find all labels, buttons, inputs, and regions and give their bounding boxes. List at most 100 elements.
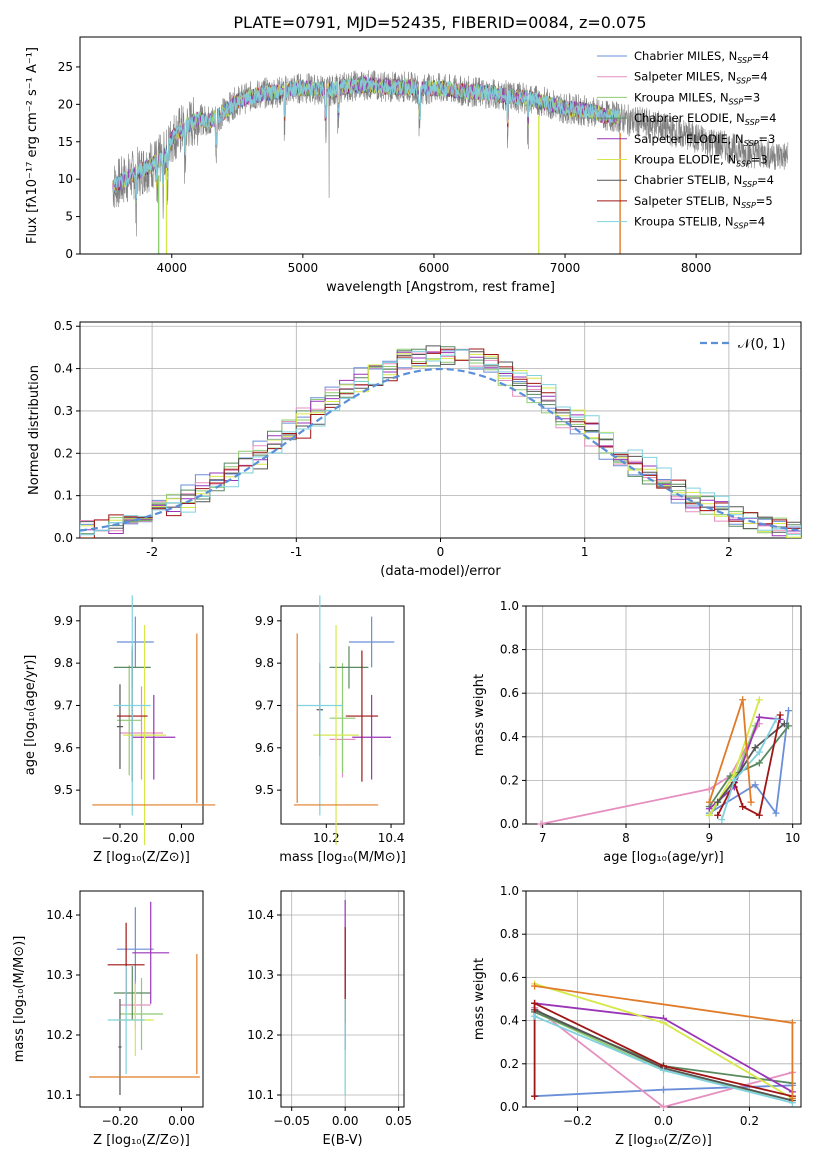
error-bar-point <box>132 694 176 780</box>
error-bar-point <box>329 663 356 774</box>
error-bar-point <box>107 966 145 1074</box>
y-tick-label: 9.6 <box>255 741 274 755</box>
y-tick-label: 9.8 <box>255 656 274 670</box>
weight-marker <box>660 1086 667 1094</box>
legend-sub: SSP <box>744 139 759 148</box>
y-tick-label: 0.4 <box>500 730 519 744</box>
x-tick-label: -2 <box>146 545 158 559</box>
legend-sub: SSP <box>742 180 757 189</box>
weight-marker <box>531 982 539 990</box>
x-tick-label: 7 <box>539 831 547 845</box>
x-tick-label: 0.0 <box>654 1114 673 1128</box>
y-axis-label: age [log₁₀(age/yr)] <box>23 655 38 776</box>
weight-marker <box>531 1012 539 1020</box>
weight-marker <box>772 715 780 723</box>
x-tick-label: 8000 <box>681 261 712 275</box>
legend-sub: SSP <box>729 97 744 106</box>
legend-label: Chabrier MILES, N <box>634 49 737 63</box>
y-tick-label: 10.2 <box>46 1028 73 1042</box>
x-tick-label: 10 <box>785 831 800 845</box>
axes-frame <box>79 890 204 1108</box>
y-tick-label: 0.8 <box>500 927 519 941</box>
legend-label: Salpeter MILES, N <box>634 70 736 84</box>
x-tick-label: −0.20 <box>102 831 139 845</box>
residual-histogram-panel: -2 -1 0 1 2 0.0 0.1 0.2 0.3 0.4 0.5 (data-model)/er… <box>27 319 802 579</box>
x-axis-label: age [log₁₀(age/yr)] <box>603 850 724 865</box>
legend-suffix: =4 <box>760 111 777 125</box>
x-tick-label: 5000 <box>288 261 319 275</box>
error-bar-point <box>119 978 164 1050</box>
weight-marker <box>537 820 545 828</box>
x-tick-label: −0.20 <box>102 1114 139 1128</box>
x-axis-label: wavelength [Angstrom, rest frame] <box>326 280 555 295</box>
weight-vs-z-panel: −0.2 0.0 0.2 0.0 0.2 0.4 0.6 0.8 1.0 Z [log₁₀(Z/Z… <box>472 884 802 1148</box>
y-tick-label: 0.2 <box>54 446 73 460</box>
legend-entry: Chabrier STELIB, NSSP=4 <box>634 173 774 189</box>
y-tick-label: 0.4 <box>54 362 73 376</box>
y-tick-label: 0.1 <box>54 489 73 503</box>
y-tick-label: 9.6 <box>54 741 73 755</box>
histogram-series <box>80 349 801 536</box>
x-tick-label: 9 <box>706 831 714 845</box>
x-axis-label: Z [log₁₀(Z/Z⊙)] <box>93 1133 190 1148</box>
legend-sub: SSP <box>736 160 751 169</box>
legend-entry: Kroupa MILES, NSSP=3 <box>634 90 760 106</box>
legend-suffix: =4 <box>752 49 769 63</box>
legend-entry: Kroupa ELODIE, NSSP=3 <box>634 153 768 169</box>
weight-line <box>716 723 785 803</box>
weight-marker <box>660 1019 667 1027</box>
y-tick-label: 0.3 <box>54 404 73 418</box>
y-tick-label: 0.2 <box>500 773 519 787</box>
legend-label: Chabrier ELODIE, N <box>634 111 745 125</box>
weight-marker <box>730 776 738 784</box>
axes-frame <box>79 605 204 825</box>
weight-marker <box>730 770 738 778</box>
error-bar-point <box>113 595 151 816</box>
x-axis-label: Z [log₁₀(Z/Z⊙)] <box>93 850 190 865</box>
weight-marker <box>788 1094 796 1102</box>
mass-vs-z-panel: −0.20 0.00 10.1 10.2 10.3 10.4 Z [log₁₀(Z/Z⊙)]… <box>12 890 204 1148</box>
weight-marker <box>755 759 763 767</box>
x-axis-label: Z [log₁₀(Z/Z⊙)] <box>615 1133 712 1148</box>
weight-marker <box>785 722 792 730</box>
weight-marker <box>714 811 722 819</box>
weight-marker <box>747 798 755 806</box>
histogram-series <box>80 348 801 538</box>
weight-marker <box>785 707 792 715</box>
error-bar-point <box>348 616 395 668</box>
y-axis-label: Flux [fλ10⁻¹⁷ erg cm⁻² s⁻¹ A⁻¹] <box>25 47 40 244</box>
weight-marker <box>718 816 726 824</box>
weight-vs-age-panel: 7 8 9 10 0.0 0.2 0.4 0.6 0.8 1.0 age [log₁₀(age/yr… <box>472 599 802 865</box>
legend-entry: Salpeter ELODIE, NSSP=3 <box>634 132 775 148</box>
weight-marker <box>772 809 780 817</box>
legend-sub: SSP <box>737 56 752 65</box>
y-tick-label: 25 <box>58 60 73 74</box>
x-tick-label: 0.00 <box>168 831 195 845</box>
weight-marker <box>739 696 747 704</box>
weight-marker <box>705 805 713 813</box>
weight-marker <box>705 785 713 793</box>
x-tick-label: 0 <box>437 545 445 559</box>
y-tick-label: 9.8 <box>54 656 73 670</box>
weight-line <box>533 1001 793 1098</box>
legend-entry: Kroupa STELIB, NSSP=4 <box>634 215 765 231</box>
histogram-layer <box>80 345 801 538</box>
y-tick-label: 0.5 <box>54 319 73 333</box>
legend-suffix: =4 <box>748 215 765 229</box>
weight-marker <box>751 781 759 789</box>
weight-series <box>537 720 763 828</box>
y-tick-label: 0.4 <box>500 1014 519 1028</box>
y-tick-label: 10.3 <box>46 968 73 982</box>
legend-label: Chabrier STELIB, N <box>634 173 742 187</box>
weight-marker <box>788 1019 796 1027</box>
legend-sub: SSP <box>741 201 756 210</box>
model-spectrum <box>112 77 621 199</box>
x-tick-label: −0.05 <box>273 1114 310 1128</box>
legend-sub: SSP <box>736 77 751 86</box>
x-tick-label: 7000 <box>550 261 581 275</box>
weight-marker <box>776 711 784 719</box>
spectrum-panel: 4000 5000 6000 7000 8000 0 5 10 15 20 25 wavelength… <box>25 36 802 295</box>
y-tick-label: 0.0 <box>500 817 519 831</box>
weight-marker <box>751 744 759 752</box>
legend-label: Salpeter STELIB, N <box>634 194 741 208</box>
